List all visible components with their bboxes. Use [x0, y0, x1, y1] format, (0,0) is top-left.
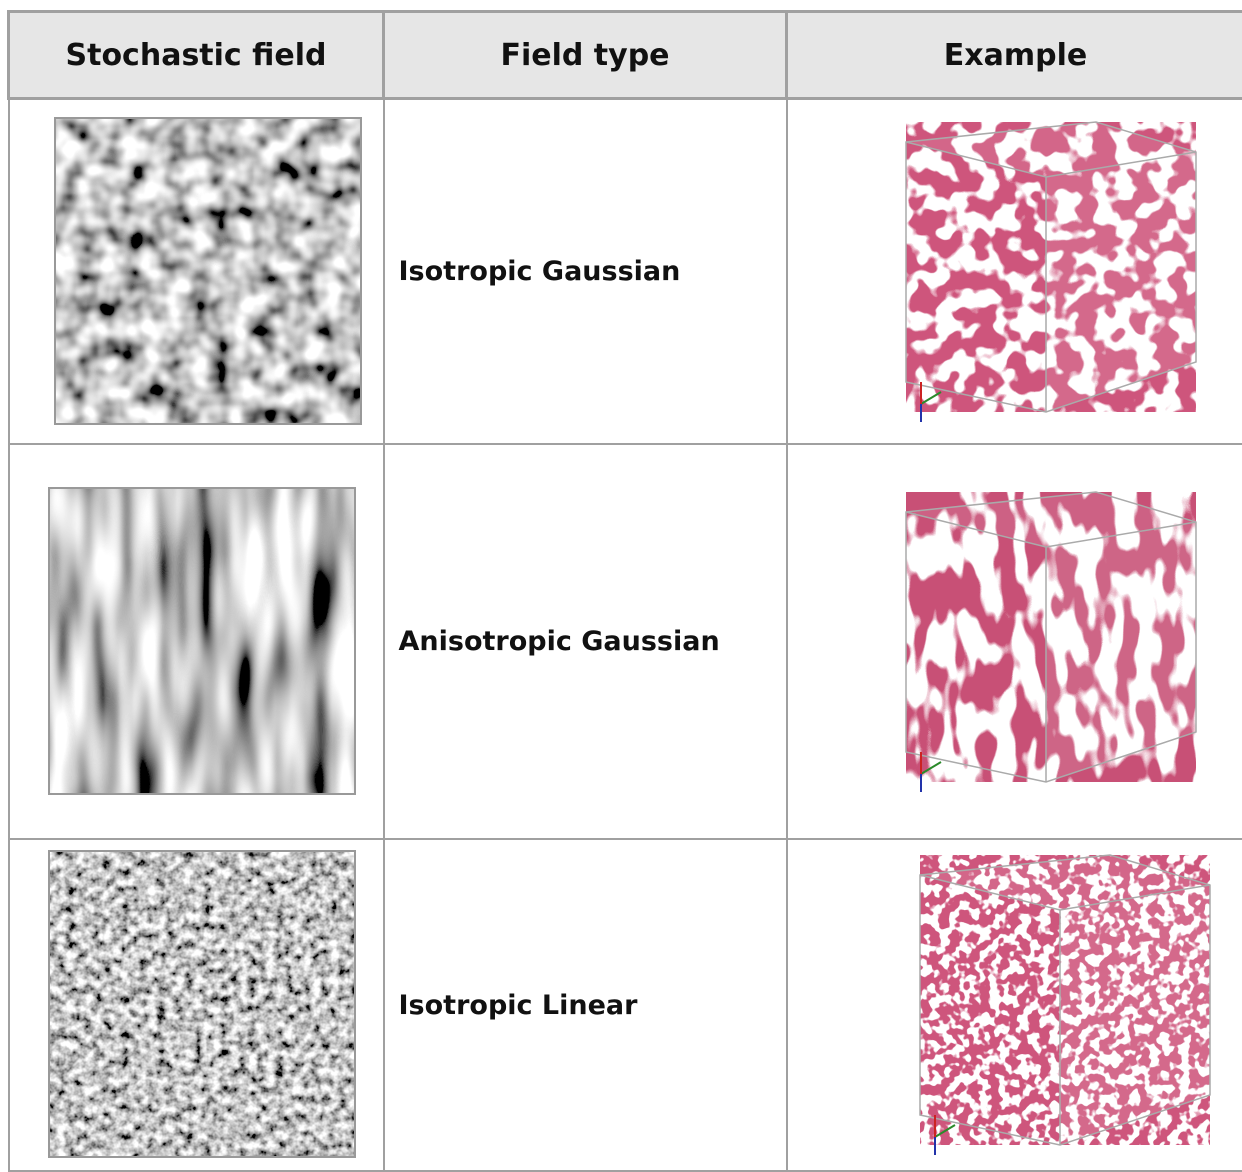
field-type: Isotropic Linear	[384, 839, 787, 1171]
field-type: Anisotropic Gaussian	[384, 444, 787, 839]
field-cell	[9, 99, 384, 445]
cube-image	[896, 112, 1216, 432]
field-image	[48, 487, 358, 797]
example-cell	[787, 99, 1242, 445]
header-cell: Field type	[384, 12, 787, 99]
cube-image	[910, 845, 1230, 1165]
header-row: Stochastic field Field type Example	[9, 12, 1242, 99]
table-body: Isotropic Gaussian Anisotropic Gaussian …	[9, 99, 1242, 1172]
example-cell	[787, 839, 1242, 1171]
field-image	[54, 117, 364, 427]
header-cell: Example	[787, 12, 1242, 99]
table-row: Anisotropic Gaussian	[9, 444, 1242, 839]
field-table: Stochastic field Field type Example Isot…	[7, 10, 1242, 1172]
example-cell	[787, 444, 1242, 839]
table-row: Isotropic Linear	[9, 839, 1242, 1171]
field-image	[48, 850, 358, 1160]
field-cell	[9, 444, 384, 839]
header-cell: Stochastic field	[9, 12, 384, 99]
cube-image	[896, 482, 1216, 802]
table-row: Isotropic Gaussian	[9, 99, 1242, 445]
field-cell	[9, 839, 384, 1171]
field-type: Isotropic Gaussian	[384, 99, 787, 445]
